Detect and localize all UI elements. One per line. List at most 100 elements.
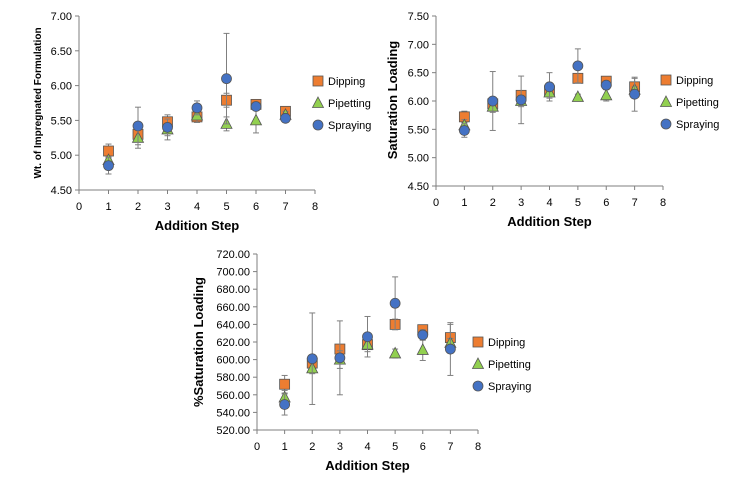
y-tick-label: 520.00 [216, 425, 250, 437]
legend-dipping-label: Dipping [676, 75, 713, 87]
dipping-data-point [279, 378, 291, 390]
spraying-data-point [458, 125, 470, 136]
spraying-data-point [544, 81, 555, 93]
legend-pipetting-label: Pipetting [328, 98, 371, 110]
y-tick-label: 620.00 [216, 337, 250, 349]
pipetting-data-point [571, 90, 585, 102]
y-tick-label: 540.00 [216, 407, 250, 419]
y-tick-label: 600.00 [216, 355, 250, 367]
y-tick-label: 6.00 [408, 96, 429, 108]
legend: Dipping Pipetting Spraying [311, 75, 371, 132]
series-spraying [279, 276, 456, 416]
x-tick-label: 4 [546, 197, 552, 209]
y-tick-label: 700.00 [216, 267, 250, 279]
legend-spraying-marker [312, 119, 324, 131]
legend: Dipping Pipetting Spraying [471, 336, 531, 393]
spraying-data-point [572, 60, 584, 72]
x-tick-label: 6 [420, 441, 426, 453]
chart-percent-saturation-loading: 520.00 540.00 560.00 580.00 600.00 620.00 640.… [191, 249, 531, 473]
spraying-data-point [132, 120, 144, 132]
x-tick-label: 6 [253, 201, 259, 213]
x-tick-label: 7 [632, 197, 638, 209]
x-tick-label: 1 [282, 441, 288, 453]
y-tick-label: 720.00 [216, 249, 250, 261]
y-tick-label: 6.50 [51, 46, 72, 58]
y-tick-label: 660.00 [216, 302, 250, 314]
y-tick-label: 6.50 [408, 68, 429, 80]
chart-weight: 4.50 5.00 5.50 6.00 6.50 7.00 0 1 2 3 4 5 6 7 8 Additio… [33, 11, 371, 233]
x-axis-title: Addition Step [507, 214, 592, 229]
y-tick-label: 5.00 [408, 153, 429, 165]
legend-spraying-marker [660, 118, 672, 130]
spraying-data-point [389, 297, 401, 309]
x-tick-label: 4 [194, 201, 200, 213]
y-tick-label: 4.50 [51, 185, 72, 197]
y-axis-title: Wt. of Impregnated Formulation [33, 27, 44, 178]
spraying-data-point [250, 101, 262, 112]
y-tick-label: 7.00 [51, 11, 72, 23]
series-spraying [458, 48, 641, 138]
spraying-data-point [221, 73, 232, 85]
spraying-data-point [334, 352, 346, 364]
x-tick-label: 3 [518, 197, 524, 209]
legend-pipetting-marker [659, 95, 673, 107]
x-tick-label: 1 [105, 201, 111, 213]
x-tick-label: 0 [254, 441, 260, 453]
chart-saturation-loading: 4.50 5.00 5.50 6.00 6.50 7.00 7.50 0 1 2 3 4 5 6 7 8 Add… [385, 11, 719, 229]
x-tick-label: 3 [164, 201, 170, 213]
x-tick-label: 2 [309, 441, 315, 453]
x-tick-label: 0 [433, 197, 439, 209]
y-tick-label: 580.00 [216, 372, 250, 384]
spraying-data-point [162, 121, 173, 133]
spraying-data-point [103, 160, 114, 172]
x-tick-label: 1 [461, 197, 467, 209]
spraying-data-point [191, 102, 203, 114]
x-tick-label: 8 [475, 441, 481, 453]
x-tick-label: 3 [337, 441, 343, 453]
x-tick-label: 7 [282, 201, 288, 213]
legend-pipetting-marker [311, 96, 325, 108]
x-tick-label: 5 [223, 201, 229, 213]
spraying-data-point [515, 94, 527, 106]
x-tick-label: 2 [135, 201, 141, 213]
x-tick-label: 8 [660, 197, 666, 209]
legend-spraying-marker [472, 380, 484, 392]
x-axis-title: Addition Step [325, 458, 410, 473]
y-tick-label: 640.00 [216, 319, 250, 331]
y-tick-label: 7.00 [408, 39, 429, 51]
pipetting-data-point [388, 346, 402, 359]
x-tick-label: 5 [575, 197, 581, 209]
spraying-data-point [444, 343, 456, 355]
spraying-data-point [487, 95, 499, 107]
y-tick-label: 7.50 [408, 11, 429, 23]
legend-spraying-label: Spraying [676, 119, 719, 131]
spraying-data-point [600, 79, 612, 91]
spraying-data-point [306, 353, 318, 365]
y-tick-label: 680.00 [216, 284, 250, 296]
x-tick-label: 6 [603, 197, 609, 209]
y-tick-label: 560.00 [216, 390, 250, 402]
y-tick-label: 5.00 [51, 150, 72, 162]
spraying-data-point [280, 112, 291, 124]
series-pipetting [102, 107, 292, 165]
pipetting-data-point [416, 343, 429, 355]
legend: Dipping Pipetting Spraying [659, 74, 719, 131]
legend-pipetting-marker [471, 357, 485, 369]
legend-spraying-label: Spraying [488, 381, 531, 393]
legend-pipetting-label: Pipetting [676, 97, 719, 109]
spraying-data-point [362, 331, 373, 343]
spraying-data-point [417, 329, 429, 341]
x-tick-label: 8 [312, 201, 318, 213]
legend-dipping-marker [660, 74, 672, 86]
x-tick-label: 0 [76, 201, 82, 213]
y-tick-label: 4.50 [408, 181, 429, 193]
legend-dipping-label: Dipping [488, 337, 525, 349]
y-axis-title: %Saturation Loading [191, 277, 206, 407]
y-tick-label: 5.50 [51, 115, 72, 127]
x-tick-label: 2 [490, 197, 496, 209]
pipetting-data-point [249, 113, 263, 126]
spraying-data-point [629, 88, 641, 100]
x-axis-title: Addition Step [155, 218, 240, 233]
legend-dipping-marker [472, 336, 484, 348]
